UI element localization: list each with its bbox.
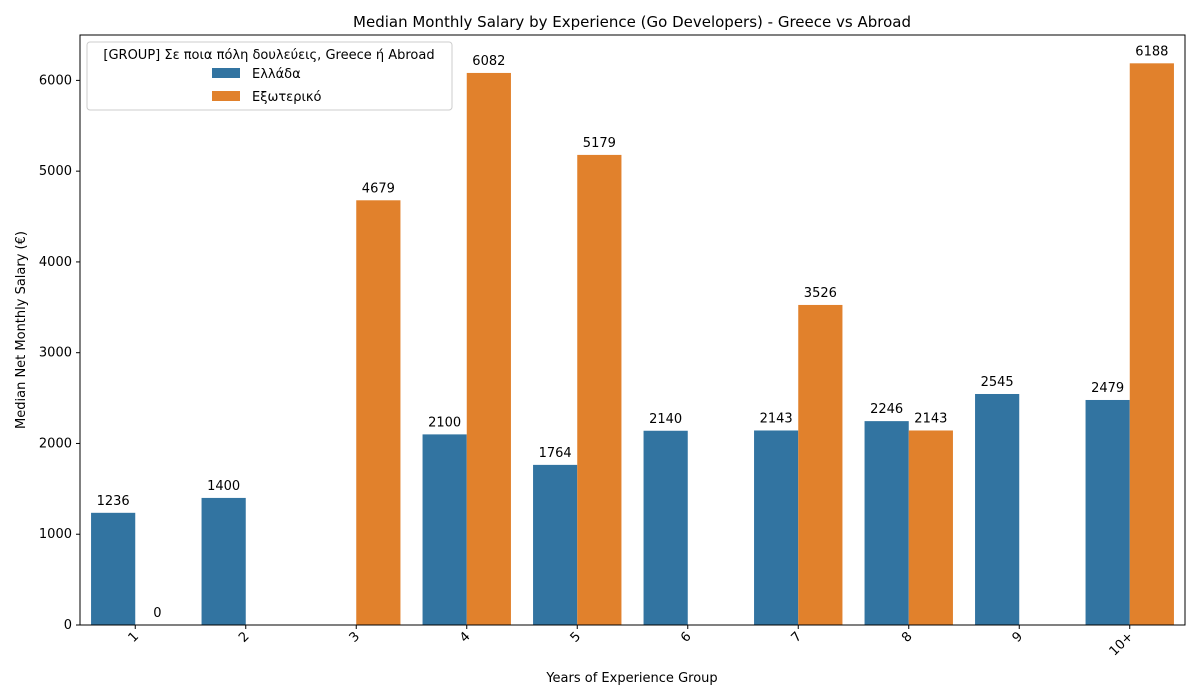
bar	[356, 200, 401, 625]
x-tick-label: 3	[347, 629, 363, 645]
legend-label-abroad: Εξωτερικό	[252, 90, 322, 105]
data-label: 4679	[362, 181, 395, 196]
y-axis-label: Median Net Monthly Salary (€)	[14, 231, 29, 429]
data-label: 2143	[914, 411, 947, 426]
bar	[533, 464, 578, 625]
bar	[1129, 63, 1174, 625]
bar	[1085, 399, 1130, 625]
x-tick-label: 7	[789, 629, 805, 645]
plot-area: 0 1000 2000 3000 4000 5000 6000 1 2 3 4 5 6 7 8 9 10+ 123…	[39, 44, 1174, 659]
x-tick-label: 10+	[1107, 629, 1137, 659]
legend-title: [GROUP] Σε ποια πόλη δουλεύεις, Greece ή…	[103, 48, 434, 63]
bar	[908, 430, 953, 625]
bar	[91, 512, 136, 625]
legend-box	[86, 41, 453, 111]
x-tick-label: 9	[1010, 629, 1026, 645]
legend-label-greece: Ελλάδα	[252, 67, 301, 82]
data-label: 2246	[870, 402, 903, 417]
bar	[201, 497, 246, 625]
data-label: 2100	[428, 415, 461, 430]
bar	[975, 393, 1020, 625]
data-label: 2479	[1091, 381, 1124, 396]
y-tick-label: 6000	[39, 73, 72, 88]
x-tick-label: 1	[126, 629, 142, 645]
bar	[422, 434, 467, 625]
y-tick-label: 0	[64, 618, 72, 633]
data-label: 3526	[804, 286, 837, 301]
data-label: 1764	[539, 446, 572, 461]
x-tick-label: 4	[457, 629, 473, 645]
bar	[466, 72, 511, 626]
data-label: 1400	[207, 479, 240, 494]
plot-frame	[79, 34, 1186, 626]
data-label: 0	[153, 606, 161, 621]
legend-swatch-greece	[212, 68, 240, 78]
legend-swatch-abroad	[212, 91, 240, 101]
bar	[754, 430, 799, 625]
x-tick-label: 2	[236, 629, 252, 645]
y-tick-label: 2000	[39, 436, 72, 451]
data-label: 2143	[760, 411, 793, 426]
data-label: 6188	[1135, 44, 1168, 59]
bar	[643, 430, 688, 625]
y-tick-label: 1000	[39, 527, 72, 542]
bar	[798, 304, 843, 625]
chart-title: Median Monthly Salary by Experience (Go …	[353, 13, 911, 31]
x-tick-label: 5	[568, 629, 584, 645]
data-label: 5179	[583, 136, 616, 151]
bar	[577, 154, 622, 625]
data-label: 6082	[472, 54, 505, 69]
y-tick-label: 3000	[39, 346, 72, 361]
y-tick-label: 5000	[39, 164, 72, 179]
y-tick-label: 4000	[39, 255, 72, 270]
data-label: 2545	[981, 375, 1014, 390]
x-tick-label: 8	[899, 629, 915, 645]
x-tick-label: 6	[678, 629, 694, 645]
x-axis-label: Years of Experience Group	[545, 671, 717, 686]
legend: [GROUP] Σε ποια πόλη δουλεύεις, Greece ή…	[86, 41, 453, 111]
bar	[864, 421, 909, 625]
data-label: 1236	[97, 494, 130, 509]
data-label: 2140	[649, 412, 682, 427]
